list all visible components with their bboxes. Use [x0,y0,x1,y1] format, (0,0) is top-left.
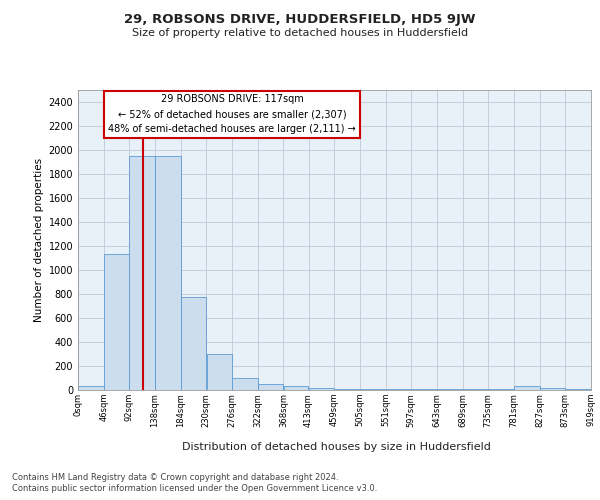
Bar [78,386,104,390]
Bar [284,386,308,390]
Bar [334,389,360,390]
Text: 29 ROBSONS DRIVE: 117sqm
← 52% of detached houses are smaller (2,307)
48% of sem: 29 ROBSONS DRIVE: 117sqm ← 52% of detach… [108,94,356,134]
Bar [232,378,257,390]
Bar [181,297,206,390]
Bar [104,254,129,390]
Text: Distribution of detached houses by size in Huddersfield: Distribution of detached houses by size … [182,442,490,452]
Bar [206,354,232,390]
Bar [514,386,539,390]
Text: Contains public sector information licensed under the Open Government Licence v3: Contains public sector information licen… [12,484,377,493]
Bar [155,156,181,390]
Bar [565,389,591,390]
Bar [308,388,334,390]
Bar [130,156,155,390]
Y-axis label: Number of detached properties: Number of detached properties [34,158,44,322]
Text: Size of property relative to detached houses in Huddersfield: Size of property relative to detached ho… [132,28,468,38]
Text: Contains HM Land Registry data © Crown copyright and database right 2024.: Contains HM Land Registry data © Crown c… [12,472,338,482]
Bar [540,388,565,390]
Bar [258,384,283,390]
Text: 29, ROBSONS DRIVE, HUDDERSFIELD, HD5 9JW: 29, ROBSONS DRIVE, HUDDERSFIELD, HD5 9JW [124,12,476,26]
